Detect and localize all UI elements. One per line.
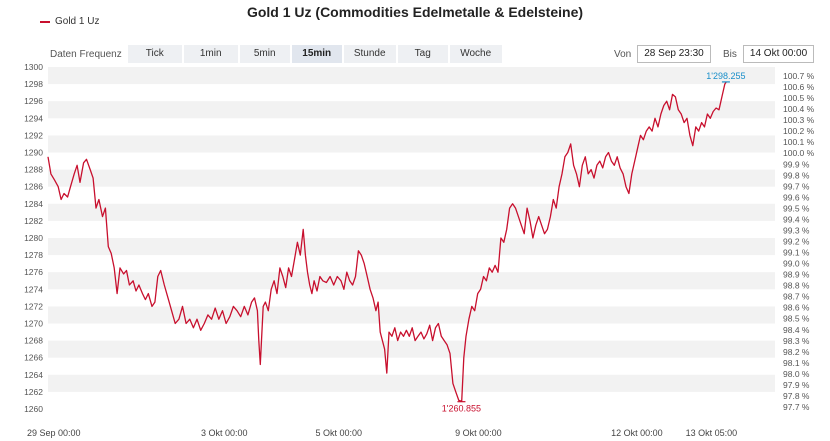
x-tick-label: 13 Okt 05:00 [686, 428, 738, 438]
x-tick-label: 29 Sep 00:00 [27, 428, 81, 438]
grid-band [48, 238, 775, 256]
right-tick-label: 98.5 % [783, 314, 810, 324]
legend[interactable]: Gold 1 Uz [40, 16, 99, 27]
freq-button-tick[interactable]: Tick [127, 45, 182, 63]
right-tick-label: 99.2 % [783, 237, 810, 247]
right-tick-label: 99.1 % [783, 248, 810, 258]
grid-band [48, 272, 775, 290]
freq-button-woche[interactable]: Woche [449, 45, 502, 63]
frequency-toolbar: Daten Frequenz Tick 1min 5min 15min Stun… [50, 45, 504, 63]
y-tick-label: 1292 [24, 130, 43, 140]
right-tick-label: 99.6 % [783, 192, 810, 202]
grid-band [48, 374, 775, 392]
y-tick-label: 1262 [24, 387, 43, 397]
right-tick-label: 100.6 % [783, 82, 815, 92]
freq-button-15min[interactable]: 15min [291, 45, 342, 63]
grid-band [48, 67, 775, 85]
right-tick-label: 98.3 % [783, 336, 810, 346]
x-tick-label: 9 Okt 00:00 [455, 428, 502, 438]
y-tick-label: 1288 [24, 165, 43, 175]
y-tick-label: 1264 [24, 370, 43, 380]
freq-button-1min[interactable]: 1min [183, 45, 238, 63]
right-tick-label: 98.4 % [783, 325, 810, 335]
range-from: Von 28 Sep 23:30 [614, 45, 711, 63]
y-tick-label: 1296 [24, 96, 43, 106]
x-tick-label: 12 Okt 00:00 [611, 428, 663, 438]
high-annotation: 1'298.255 [706, 71, 745, 81]
y-tick-label: 1300 [24, 62, 43, 72]
freq-button-5min[interactable]: 5min [239, 45, 290, 63]
right-tick-label: 99.4 % [783, 214, 810, 224]
right-tick-label: 100.0 % [783, 148, 815, 158]
frequency-label: Daten Frequenz [50, 48, 122, 60]
y-tick-label: 1270 [24, 319, 43, 329]
right-tick-label: 97.8 % [783, 391, 810, 401]
right-tick-label: 98.0 % [783, 369, 810, 379]
right-tick-label: 97.9 % [783, 380, 810, 390]
low-annotation: 1'260.855 [442, 404, 481, 414]
right-tick-label: 100.2 % [783, 126, 815, 136]
y-tick-label: 1276 [24, 267, 43, 277]
right-tick-label: 100.4 % [783, 104, 815, 114]
right-tick-label: 100.5 % [783, 93, 815, 103]
range-to-input[interactable]: 14 Okt 00:00 [742, 45, 815, 63]
right-tick-label: 98.7 % [783, 292, 810, 302]
right-tick-label: 97.7 % [783, 402, 810, 412]
y-tick-label: 1284 [24, 199, 43, 209]
series-line-gold [47, 81, 727, 402]
right-tick-label: 99.5 % [783, 203, 810, 213]
y-tick-label: 1266 [24, 353, 43, 363]
y-tick-label: 1260 [24, 404, 43, 414]
right-tick-label: 98.9 % [783, 270, 810, 280]
right-tick-label: 98.2 % [783, 347, 810, 357]
grid-band [48, 203, 775, 221]
y-tick-label: 1268 [24, 336, 43, 346]
right-tick-label: 99.0 % [783, 259, 810, 269]
legend-label: Gold 1 Uz [55, 16, 100, 27]
range-from-input[interactable]: 28 Sep 23:30 [637, 45, 711, 63]
grid-band [48, 169, 775, 187]
y-tick-label: 1272 [24, 301, 43, 311]
right-tick-label: 99.7 % [783, 181, 810, 191]
right-tick-label: 99.8 % [783, 170, 810, 180]
range-from-label: Von [614, 48, 632, 60]
freq-button-stunde[interactable]: Stunde [343, 45, 396, 63]
y-tick-label: 1298 [24, 79, 43, 89]
y-tick-label: 1282 [24, 216, 43, 226]
right-tick-label: 98.8 % [783, 281, 810, 291]
y-tick-label: 1280 [24, 233, 43, 243]
grid-band [48, 135, 775, 153]
right-tick-label: 100.1 % [783, 137, 815, 147]
legend-line-icon [40, 20, 50, 23]
right-tick-label: 99.3 % [783, 225, 810, 235]
right-tick-label: 98.1 % [783, 358, 810, 368]
range-to-label: Bis [723, 48, 737, 60]
y-tick-label: 1286 [24, 182, 43, 192]
y-tick-label: 1274 [24, 284, 43, 294]
x-tick-label: 3 Okt 00:00 [201, 428, 248, 438]
right-tick-label: 99.9 % [783, 159, 810, 169]
chart-title: Gold 1 Uz (Commodities Edelmetalle & Ede… [246, 4, 584, 20]
grid-band [48, 340, 775, 358]
right-tick-label: 98.6 % [783, 303, 810, 313]
grid-band [48, 101, 775, 119]
y-tick-label: 1278 [24, 250, 43, 260]
y-tick-label: 1290 [24, 148, 43, 158]
grid-band [48, 306, 775, 324]
right-tick-label: 100.7 % [783, 71, 815, 81]
freq-button-tag[interactable]: Tag [397, 45, 448, 63]
y-tick-label: 1294 [24, 113, 43, 123]
x-tick-label: 5 Okt 00:00 [316, 428, 363, 438]
range-to: Bis 14 Okt 00:00 [723, 45, 815, 63]
right-tick-label: 100.3 % [783, 115, 815, 125]
